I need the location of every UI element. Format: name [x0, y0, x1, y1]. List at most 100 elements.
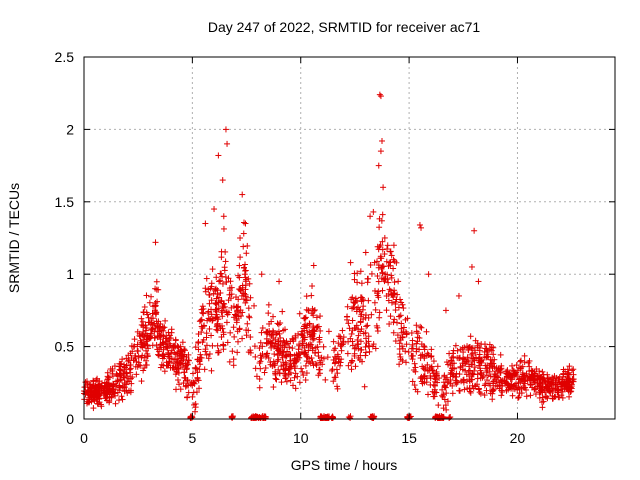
data-point: [197, 361, 204, 368]
data-point: [87, 384, 94, 391]
data-point: [161, 368, 168, 375]
data-point: [570, 366, 577, 373]
data-point: [222, 126, 229, 133]
data-point: [379, 137, 386, 144]
data-point: [92, 385, 99, 392]
data-point: [273, 376, 280, 383]
data-point: [94, 375, 101, 382]
data-point: [185, 389, 192, 396]
data-point: [212, 307, 219, 314]
data-point: [560, 373, 567, 380]
data-point: [440, 414, 447, 421]
data-point: [117, 371, 124, 378]
data-point: [95, 401, 102, 408]
data-point: [214, 321, 221, 328]
data-point: [362, 314, 369, 321]
data-point: [247, 347, 254, 354]
data-point: [339, 341, 346, 348]
data-point: [251, 343, 258, 350]
data-point: [443, 390, 450, 397]
data-point: [126, 366, 133, 373]
data-point: [409, 378, 416, 385]
data-point: [507, 382, 514, 389]
data-point: [416, 334, 423, 341]
data-point: [414, 338, 421, 345]
data-point: [392, 307, 399, 314]
data-point: [232, 311, 239, 318]
data-point: [397, 337, 404, 344]
data-point: [390, 242, 397, 249]
data-point: [258, 354, 265, 361]
data-point: [240, 230, 247, 237]
data-point: [242, 282, 249, 289]
data-point: [300, 372, 307, 379]
data-point: [213, 295, 220, 302]
data-point: [400, 328, 407, 335]
data-point: [274, 320, 281, 327]
data-point: [280, 362, 287, 369]
data-point: [529, 373, 536, 380]
data-point: [334, 383, 341, 390]
data-point: [224, 140, 231, 147]
y-tick-label: 1: [66, 266, 74, 282]
data-point: [245, 313, 252, 320]
data-point: [306, 359, 313, 366]
data-point: [385, 297, 392, 304]
data-point: [215, 152, 222, 159]
data-point: [472, 382, 479, 389]
data-point: [190, 370, 197, 377]
data-point: [182, 383, 189, 390]
data-point: [237, 254, 244, 261]
y-tick-label: 1.5: [55, 194, 75, 210]
data-point: [144, 311, 151, 318]
data-point: [118, 377, 125, 384]
data-point: [487, 373, 494, 380]
data-point: [245, 327, 252, 334]
data-point: [192, 344, 199, 351]
data-point: [216, 294, 223, 301]
data-point: [315, 323, 322, 330]
data-point: [531, 370, 538, 377]
data-point: [299, 368, 306, 375]
data-point: [355, 354, 362, 361]
data-point: [192, 408, 199, 415]
data-point: [362, 343, 369, 350]
data-point: [207, 285, 214, 292]
data-point: [270, 384, 277, 391]
data-point: [395, 304, 402, 311]
data-point: [550, 385, 557, 392]
data-point: [533, 366, 540, 373]
data-point: [566, 379, 573, 386]
data-point: [476, 355, 483, 362]
data-point: [322, 376, 329, 383]
data-point: [452, 342, 459, 349]
data-point: [386, 321, 393, 328]
data-point: [141, 303, 148, 310]
data-point: [417, 323, 424, 330]
data-point: [348, 357, 355, 364]
data-point: [374, 324, 381, 331]
data-point: [441, 372, 448, 379]
data-point: [400, 305, 407, 312]
data-point: [176, 381, 183, 388]
data-point: [152, 308, 159, 315]
data-point: [374, 292, 381, 299]
data-point: [206, 350, 213, 357]
data-point: [174, 377, 181, 384]
data-point: [567, 384, 574, 391]
data-point: [138, 378, 145, 385]
data-point: [123, 387, 130, 394]
data-point: [339, 327, 346, 334]
data-point: [483, 354, 490, 361]
data-point: [424, 361, 431, 368]
data-point: [378, 217, 385, 224]
data-point: [461, 386, 468, 393]
data-point: [222, 248, 229, 255]
data-point: [264, 350, 271, 357]
data-point: [477, 390, 484, 397]
data-point: [243, 276, 250, 283]
data-point: [181, 374, 188, 381]
data-point: [146, 333, 153, 340]
data-point: [559, 388, 566, 395]
